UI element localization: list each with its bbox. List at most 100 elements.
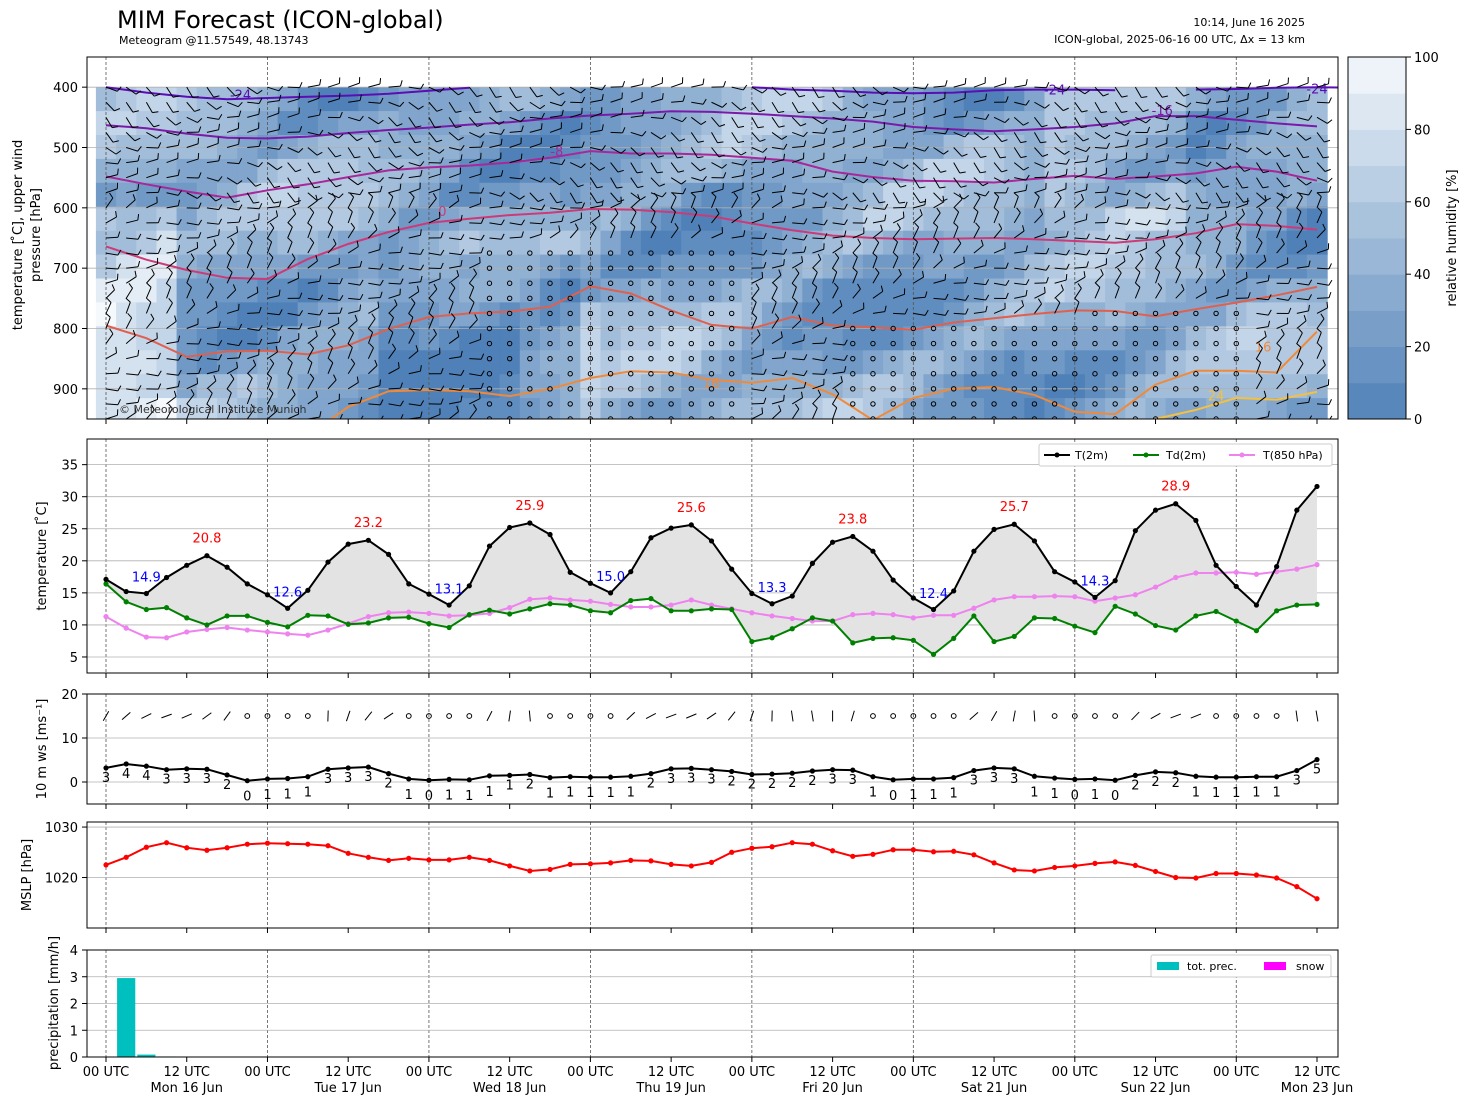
wind-barb-flag (1045, 82, 1050, 88)
wind-barb-flag (105, 312, 111, 318)
humidity-cell (681, 206, 702, 232)
wind-barb-flag (1308, 294, 1312, 300)
wind-barb-flag (1222, 185, 1229, 188)
wind-barb (1175, 162, 1188, 164)
humidity-cell (277, 111, 299, 136)
wind-barb (792, 203, 804, 209)
wind-barb-flag (137, 214, 140, 221)
wind-barb (508, 710, 511, 722)
mslp-point (587, 861, 594, 867)
wind-barb (711, 188, 724, 194)
wind-barb (549, 162, 562, 166)
wind-barb-flag (822, 119, 828, 125)
humidity-cell (923, 278, 945, 303)
wind-barb (1175, 177, 1187, 185)
wind-barb-flag (742, 159, 748, 166)
isotherm-line (105, 207, 1318, 281)
isotherm-label: -24 (230, 88, 251, 103)
wind-barb (267, 129, 280, 133)
wind-barb-flag (934, 237, 940, 243)
wind-barb-flag (596, 201, 603, 204)
humidity-cell (1125, 87, 1147, 112)
wind-barb-flag (690, 192, 696, 197)
wind-barb (186, 383, 198, 390)
wind-barb-flag (399, 264, 404, 271)
wind-barb-flag (723, 81, 726, 88)
wind-barb (731, 197, 739, 209)
humidity-cell (95, 182, 117, 208)
wind-speed-label: 3 (162, 773, 170, 788)
wind-barb-flag (408, 312, 414, 318)
wind-barb-flag (206, 403, 212, 409)
mslp-frame (86, 821, 1339, 929)
wind-barb-flag (1179, 238, 1184, 244)
wind-barb-flag (1262, 186, 1269, 189)
wind-barb-flag (440, 232, 444, 239)
wind-barb (206, 358, 219, 361)
wind-barb (973, 116, 986, 120)
humidity-cell (620, 111, 642, 136)
wind-barb (1013, 116, 1024, 126)
calm-wind-marker (951, 401, 957, 407)
wind-barb-flag (1288, 307, 1292, 314)
calm-wind-marker (1193, 325, 1199, 332)
humidity-cell (317, 350, 339, 375)
wind-barb-flag (307, 358, 313, 363)
humidity-cell (1246, 254, 1268, 280)
wind-barb (287, 203, 300, 209)
wind-barb (368, 229, 378, 239)
wind-barb (145, 273, 155, 284)
temperature-extreme-label: 12.6 (273, 585, 302, 600)
wind-barb-flag (823, 192, 829, 198)
y-tick-label: 900 (53, 383, 78, 398)
wind-barb (1215, 112, 1228, 118)
wind-barb-flag (1182, 200, 1189, 203)
y-tick-label: 30 (61, 491, 78, 506)
wind-barb (792, 373, 805, 377)
wind-barb (872, 86, 883, 96)
wind-barb (468, 319, 478, 329)
wind-barb (1054, 252, 1067, 256)
humidity-cell (338, 111, 359, 136)
t850-point (971, 605, 977, 611)
wind-barb (1094, 147, 1107, 149)
wind-barb (771, 132, 783, 140)
humidity-cell (1125, 254, 1147, 280)
wind-barb (626, 711, 636, 721)
wind-barb (892, 113, 905, 118)
wind-speed-point (527, 771, 533, 778)
wind-barb (993, 282, 1006, 286)
wind-barb (206, 343, 219, 346)
wind-barb-flag (838, 95, 845, 98)
wind-barb-flag (692, 207, 698, 213)
wind-barb-flag (1187, 204, 1192, 211)
wind-barb (1236, 86, 1249, 89)
humidity-cell (317, 111, 339, 136)
wind-barb (1034, 132, 1041, 144)
wind-barb (1114, 272, 1122, 284)
wind-barb (892, 293, 905, 299)
wind-barb-flag (400, 173, 404, 180)
wind-speed-point (507, 772, 513, 779)
wind-barb-flag (367, 192, 373, 197)
wind-speed-label: 1 (1030, 785, 1038, 800)
wind-barb (993, 211, 1000, 224)
calm-wind-marker (1051, 713, 1058, 719)
wind-barb-flag (137, 183, 140, 191)
wind-barb (145, 86, 155, 97)
wind-barb (1195, 177, 1205, 187)
t850-point (406, 609, 412, 615)
wind-barb-flag (127, 313, 133, 319)
wind-barb-flag (939, 186, 946, 189)
wind-barb-flag (472, 404, 477, 410)
wind-barb (327, 333, 336, 344)
wind-barb-flag (1001, 139, 1008, 143)
wind-barb-flag (218, 176, 223, 182)
wind-barb (388, 177, 401, 180)
wind-speed-label: 3 (102, 771, 110, 786)
calm-wind-marker (607, 325, 614, 332)
calm-wind-marker (708, 265, 715, 271)
mslp-point (951, 848, 957, 854)
wind-barb (368, 365, 378, 375)
wind-barb (691, 83, 704, 88)
